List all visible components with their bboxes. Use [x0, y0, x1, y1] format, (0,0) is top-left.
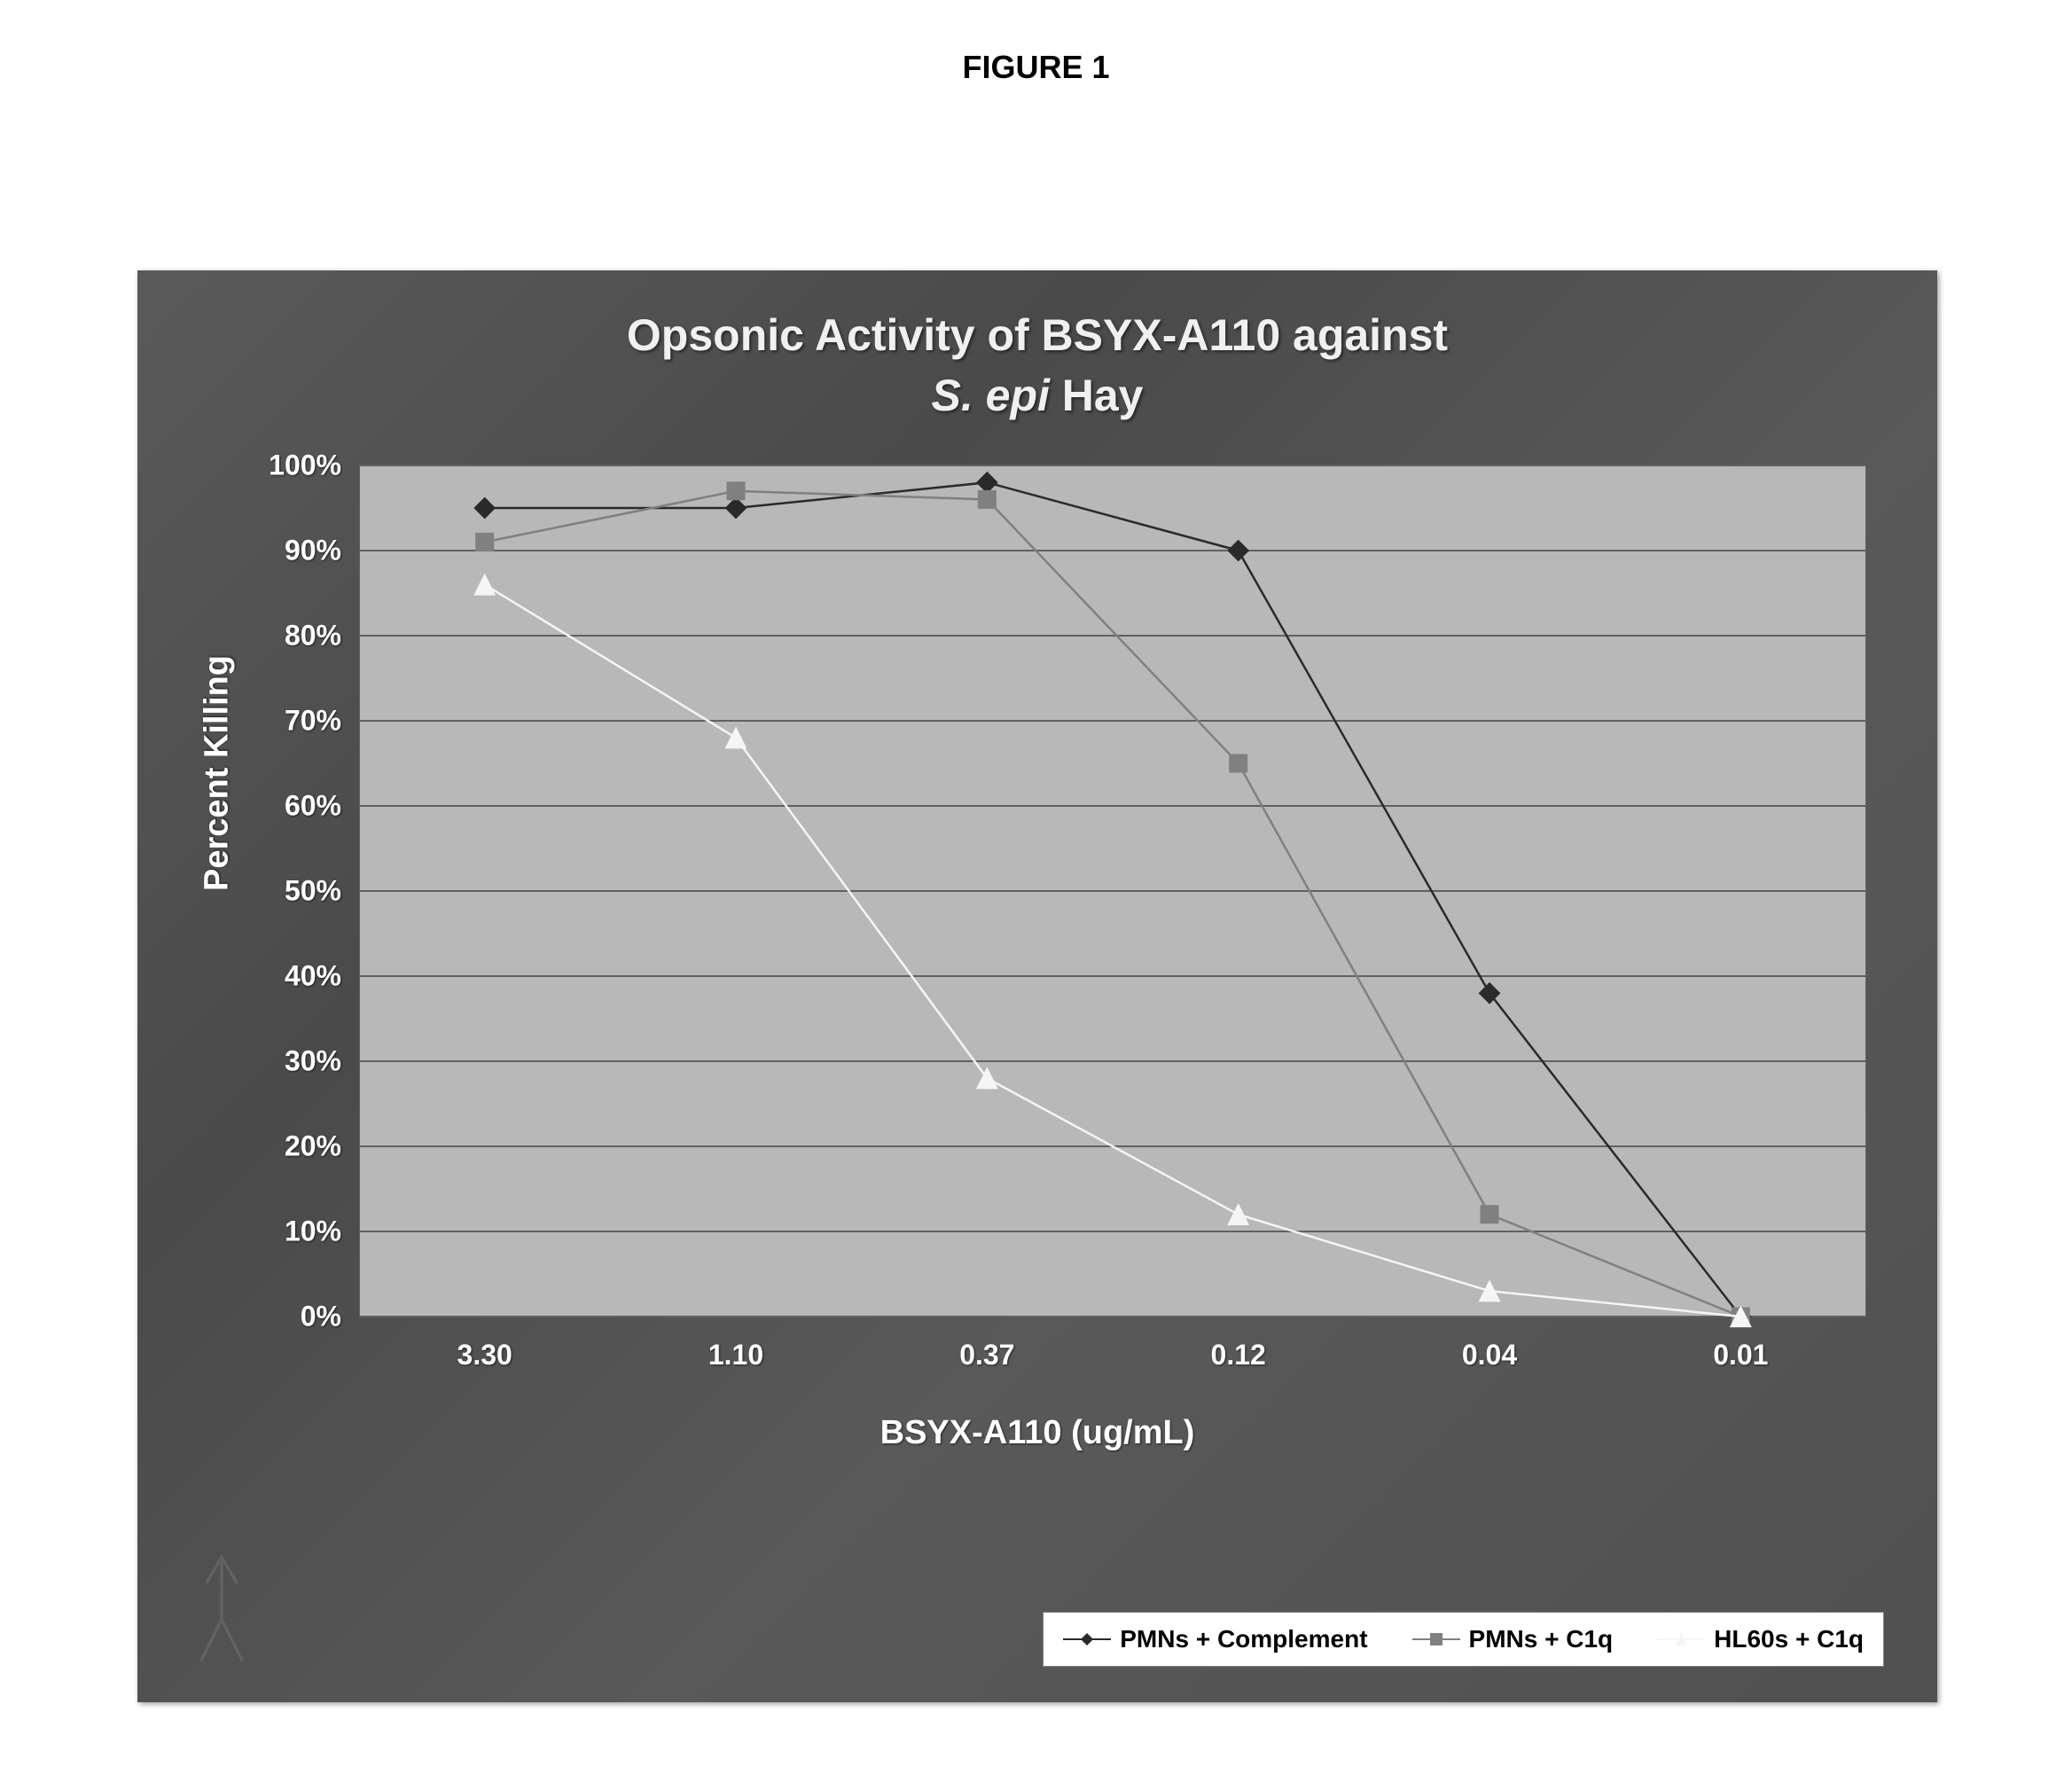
y-tick-label: 0%	[301, 1301, 341, 1333]
chart-title-italic: S. epi	[932, 371, 1050, 420]
series-line	[485, 584, 1741, 1317]
series-line	[485, 491, 1741, 1317]
y-tick-label: 20%	[285, 1130, 341, 1163]
legend-label: PMNs + C1q	[1469, 1625, 1614, 1653]
y-tick-label: 90%	[285, 535, 341, 567]
series-marker	[727, 482, 745, 500]
y-tick-label: 10%	[285, 1215, 341, 1248]
figure-label: FIGURE 1	[962, 49, 1109, 86]
y-tick-label: 80%	[285, 620, 341, 653]
series-marker	[978, 490, 996, 508]
series-marker	[977, 473, 997, 493]
legend-swatch	[1063, 1630, 1111, 1648]
legend: PMNs + Complement PMNs + C1q HL60s + C1q	[1043, 1612, 1884, 1667]
chart-title-line1: Opsonic Activity of BSYX-A110 against	[627, 310, 1448, 360]
y-tick-label: 50%	[285, 875, 341, 908]
legend-swatch	[1657, 1630, 1705, 1648]
legend-marker-icon	[1079, 1631, 1095, 1647]
series-marker	[1228, 540, 1248, 560]
x-tick-label: 1.10	[708, 1339, 763, 1372]
plot-container: 0%10%20%30%40%50%60%70%80%90%100% 3.301.…	[359, 465, 1866, 1317]
series-marker	[725, 728, 746, 748]
y-tick-label: 30%	[285, 1045, 341, 1078]
x-tick-label: 0.12	[1211, 1339, 1266, 1372]
y-tick-label: 100%	[269, 449, 341, 482]
legend-marker-icon	[1428, 1631, 1444, 1647]
y-axis-title: Percent Killing	[199, 655, 237, 891]
y-tick-label: 60%	[285, 790, 341, 823]
series-marker	[725, 497, 746, 518]
legend-label: PMNs + Complement	[1120, 1625, 1367, 1653]
series-marker	[476, 533, 494, 551]
y-tick-label: 40%	[285, 960, 341, 993]
series-marker	[1230, 754, 1247, 772]
x-tick-label: 0.37	[959, 1339, 1014, 1372]
y-tick-label: 70%	[285, 705, 341, 738]
chart-svg	[359, 465, 1866, 1317]
legend-swatch	[1412, 1630, 1460, 1648]
chart-frame: Opsonic Activity of BSYX-A110 against S.…	[137, 270, 1937, 1702]
x-tick-label: 0.01	[1713, 1339, 1768, 1372]
series-line	[485, 482, 1741, 1317]
x-tick-label: 3.30	[457, 1339, 512, 1372]
legend-label: HL60s + C1q	[1714, 1625, 1864, 1653]
legend-item: PMNs + C1q	[1412, 1625, 1614, 1653]
legend-item: HL60s + C1q	[1657, 1625, 1864, 1653]
series-marker	[1481, 1206, 1498, 1223]
chart-title: Opsonic Activity of BSYX-A110 against S.…	[228, 306, 1848, 426]
series-marker	[474, 575, 495, 595]
x-tick-label: 0.04	[1462, 1339, 1517, 1372]
chart-title-rest: Hay	[1050, 371, 1144, 420]
series-marker	[1228, 1204, 1248, 1224]
series-marker	[1479, 983, 1499, 1004]
series-marker	[977, 1068, 997, 1089]
legend-item: PMNs + Complement	[1063, 1625, 1367, 1653]
x-axis-title: BSYX-A110 (ug/mL)	[880, 1414, 1195, 1452]
series-marker	[474, 497, 495, 518]
watermark-logo	[168, 1547, 275, 1671]
legend-marker-icon	[1673, 1631, 1689, 1647]
